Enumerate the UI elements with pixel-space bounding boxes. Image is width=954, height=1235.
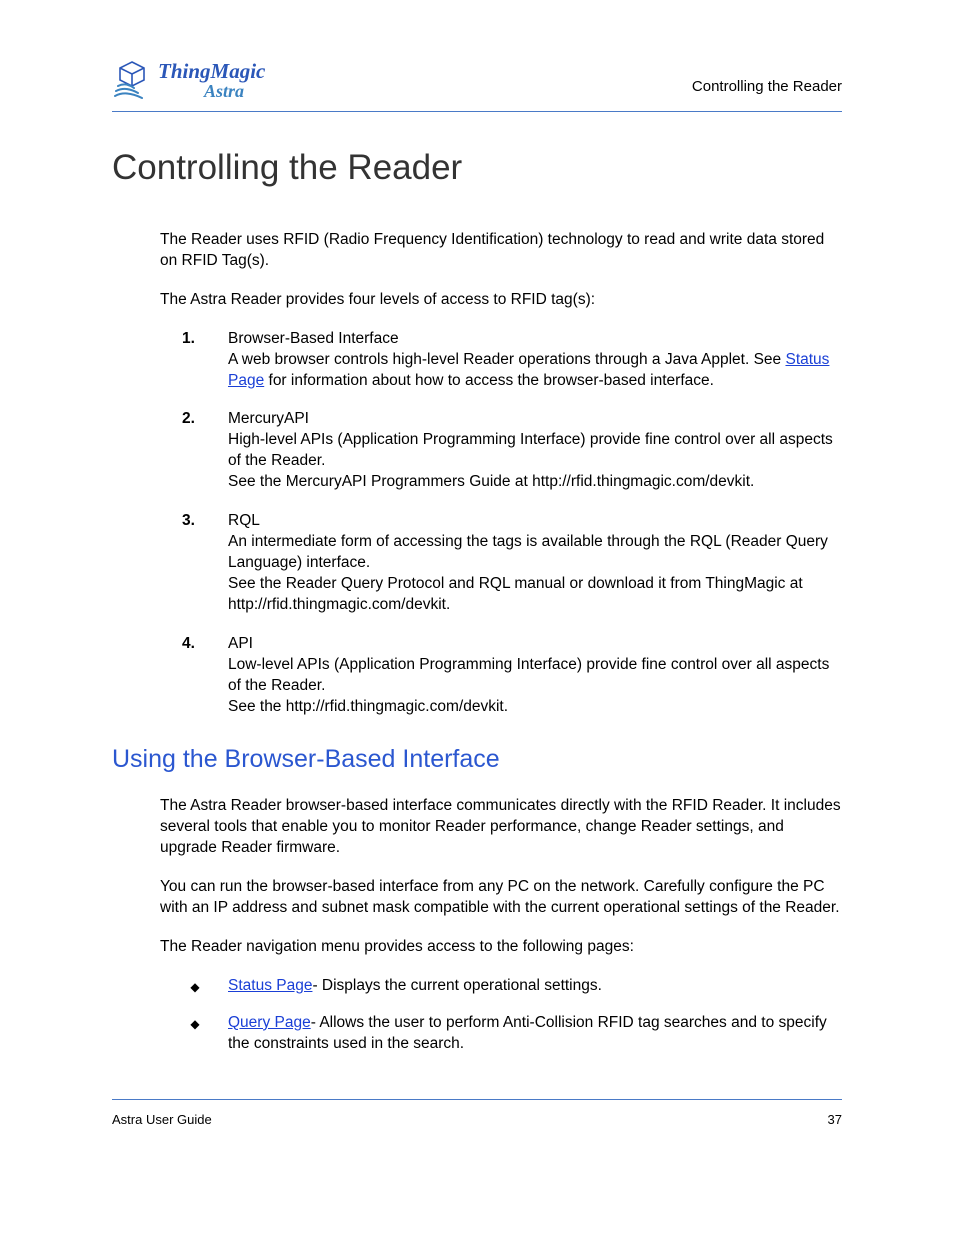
list-item-desc: A web browser controls high-level Reader… xyxy=(228,351,829,389)
list-item: ◆ Query Page- Allows the user to perform … xyxy=(160,1013,842,1055)
header-section-label: Controlling the Reader xyxy=(692,78,842,101)
list-item: ◆ Status Page- Displays the current opera… xyxy=(160,976,842,997)
list-item-desc: Low-level APIs (Application Programming … xyxy=(228,656,829,715)
nav-pages-list: ◆ Status Page- Displays the current opera… xyxy=(160,976,842,1055)
list-body: Query Page- Allows the user to perform A… xyxy=(228,1013,842,1055)
footer-page-number: 37 xyxy=(828,1112,842,1127)
inline-link[interactable]: Query Page xyxy=(228,1014,311,1031)
list-body: RQLAn intermediate form of accessing the… xyxy=(228,511,842,616)
inline-link[interactable]: Status Page xyxy=(228,351,829,389)
footer-doc-title: Astra User Guide xyxy=(112,1112,212,1127)
cube-lines-icon xyxy=(112,60,152,100)
list-item: 4.APILow-level APIs (Application Program… xyxy=(160,634,842,718)
page-header: ThingMagic Astra Controlling the Reader xyxy=(112,60,842,112)
logo-line1: ThingMagic xyxy=(158,60,265,82)
list-number: 3. xyxy=(160,511,208,616)
list-item-title: Browser-Based Interface xyxy=(228,329,842,350)
list-item: 3.RQLAn intermediate form of accessing t… xyxy=(160,511,842,616)
list-number: 1. xyxy=(160,329,208,392)
page-title: Controlling the Reader xyxy=(112,148,842,188)
bullet-icon: ◆ xyxy=(160,1013,208,1032)
page: ThingMagic Astra Controlling the Reader … xyxy=(0,0,954,1235)
list-number: 2. xyxy=(160,409,208,493)
intro-para: The Reader uses RFID (Radio Frequency Id… xyxy=(160,230,842,272)
section-para: The Reader navigation menu provides acce… xyxy=(160,937,842,958)
intro-para: The Astra Reader provides four levels of… xyxy=(160,290,842,311)
page-footer: Astra User Guide 37 xyxy=(112,1099,842,1127)
bullet-icon: ◆ xyxy=(160,976,208,995)
list-body: APILow-level APIs (Application Programmi… xyxy=(228,634,842,718)
logo-text: ThingMagic Astra xyxy=(158,60,265,101)
list-item: 2.MercuryAPIHigh-level APIs (Application… xyxy=(160,409,842,493)
access-levels-list: 1. Browser-Based InterfaceA web browser c… xyxy=(160,329,842,718)
list-body: MercuryAPIHigh-level APIs (Application P… xyxy=(228,409,842,493)
inline-link[interactable]: Status Page xyxy=(228,977,312,994)
section-para: The Astra Reader browser-based interface… xyxy=(160,796,842,859)
list-body: Status Page- Displays the current operat… xyxy=(228,976,842,997)
list-item: 1. Browser-Based InterfaceA web browser c… xyxy=(160,329,842,392)
section-heading: Using the Browser-Based Interface xyxy=(112,745,842,774)
list-item-desc: An intermediate form of accessing the ta… xyxy=(228,533,828,613)
body-column: The Astra Reader browser-based interface… xyxy=(160,796,842,1054)
section-para: You can run the browser-based interface … xyxy=(160,877,842,919)
logo: ThingMagic Astra xyxy=(112,60,265,101)
list-body: Browser-Based InterfaceA web browser con… xyxy=(228,329,842,392)
list-item-desc: High-level APIs (Application Programming… xyxy=(228,431,833,490)
list-item-title: MercuryAPI xyxy=(228,409,842,430)
logo-line2: Astra xyxy=(158,82,265,101)
list-number: 4. xyxy=(160,634,208,718)
list-item-title: RQL xyxy=(228,511,842,532)
body-column: The Reader uses RFID (Radio Frequency Id… xyxy=(160,230,842,718)
list-item-title: API xyxy=(228,634,842,655)
